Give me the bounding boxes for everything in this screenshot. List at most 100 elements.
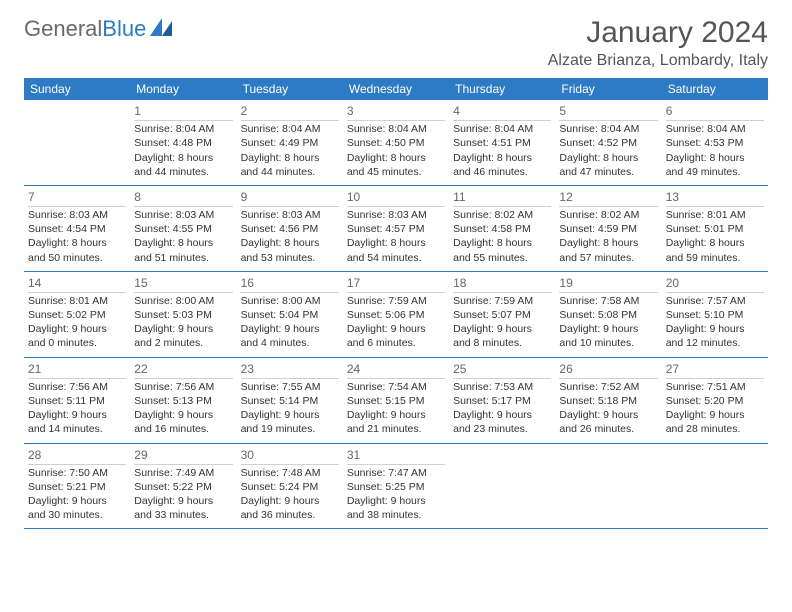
daylight-text: Daylight: 8 hours and 50 minutes. [28, 236, 126, 264]
week-row: 1Sunrise: 8:04 AMSunset: 4:48 PMDaylight… [24, 100, 768, 186]
sunset-text: Sunset: 5:24 PM [241, 480, 339, 494]
day-header: Saturday [662, 78, 768, 100]
sunrise-text: Sunrise: 7:53 AM [453, 380, 551, 394]
day-number: 31 [347, 447, 445, 465]
daylight-text: Daylight: 9 hours and 10 minutes. [559, 322, 657, 350]
day-cell: 26Sunrise: 7:52 AMSunset: 5:18 PMDayligh… [555, 358, 661, 443]
day-number: 22 [134, 361, 232, 379]
daylight-text: Daylight: 9 hours and 12 minutes. [666, 322, 764, 350]
daylight-text: Daylight: 9 hours and 30 minutes. [28, 494, 126, 522]
daylight-text: Daylight: 9 hours and 2 minutes. [134, 322, 232, 350]
day-cell [662, 444, 768, 529]
sunset-text: Sunset: 5:07 PM [453, 308, 551, 322]
day-header: Tuesday [237, 78, 343, 100]
sunset-text: Sunset: 4:57 PM [347, 222, 445, 236]
day-cell: 24Sunrise: 7:54 AMSunset: 5:15 PMDayligh… [343, 358, 449, 443]
day-cell: 18Sunrise: 7:59 AMSunset: 5:07 PMDayligh… [449, 272, 555, 357]
sunrise-text: Sunrise: 8:02 AM [453, 208, 551, 222]
day-cell: 4Sunrise: 8:04 AMSunset: 4:51 PMDaylight… [449, 100, 555, 185]
sunset-text: Sunset: 5:22 PM [134, 480, 232, 494]
sunset-text: Sunset: 4:51 PM [453, 136, 551, 150]
sunset-text: Sunset: 5:15 PM [347, 394, 445, 408]
day-cell: 10Sunrise: 8:03 AMSunset: 4:57 PMDayligh… [343, 186, 449, 271]
sunset-text: Sunset: 5:03 PM [134, 308, 232, 322]
sunset-text: Sunset: 5:10 PM [666, 308, 764, 322]
daylight-text: Daylight: 8 hours and 59 minutes. [666, 236, 764, 264]
day-cell: 6Sunrise: 8:04 AMSunset: 4:53 PMDaylight… [662, 100, 768, 185]
triangle-icon [150, 16, 176, 42]
sunrise-text: Sunrise: 7:47 AM [347, 466, 445, 480]
day-cell: 17Sunrise: 7:59 AMSunset: 5:06 PMDayligh… [343, 272, 449, 357]
day-header: Monday [130, 78, 236, 100]
day-number: 2 [241, 103, 339, 121]
day-cell: 23Sunrise: 7:55 AMSunset: 5:14 PMDayligh… [237, 358, 343, 443]
sunset-text: Sunset: 5:11 PM [28, 394, 126, 408]
day-cell: 14Sunrise: 8:01 AMSunset: 5:02 PMDayligh… [24, 272, 130, 357]
header: GeneralBlue January 2024 Alzate Brianza,… [24, 16, 768, 70]
daylight-text: Daylight: 8 hours and 51 minutes. [134, 236, 232, 264]
day-cell: 9Sunrise: 8:03 AMSunset: 4:56 PMDaylight… [237, 186, 343, 271]
day-number: 27 [666, 361, 764, 379]
daylight-text: Daylight: 9 hours and 23 minutes. [453, 408, 551, 436]
day-cell: 8Sunrise: 8:03 AMSunset: 4:55 PMDaylight… [130, 186, 236, 271]
sunrise-text: Sunrise: 7:50 AM [28, 466, 126, 480]
sunrise-text: Sunrise: 8:01 AM [666, 208, 764, 222]
day-number: 13 [666, 189, 764, 207]
day-cell: 3Sunrise: 8:04 AMSunset: 4:50 PMDaylight… [343, 100, 449, 185]
sunset-text: Sunset: 5:04 PM [241, 308, 339, 322]
day-number: 5 [559, 103, 657, 121]
daylight-text: Daylight: 8 hours and 46 minutes. [453, 151, 551, 179]
sunset-text: Sunset: 5:25 PM [347, 480, 445, 494]
daylight-text: Daylight: 9 hours and 21 minutes. [347, 408, 445, 436]
daylight-text: Daylight: 9 hours and 16 minutes. [134, 408, 232, 436]
sunrise-text: Sunrise: 8:00 AM [134, 294, 232, 308]
logo-text-gray: General [24, 16, 102, 42]
daylight-text: Daylight: 8 hours and 49 minutes. [666, 151, 764, 179]
sunrise-text: Sunrise: 8:04 AM [347, 122, 445, 136]
day-cell: 12Sunrise: 8:02 AMSunset: 4:59 PMDayligh… [555, 186, 661, 271]
sunrise-text: Sunrise: 7:54 AM [347, 380, 445, 394]
day-cell: 30Sunrise: 7:48 AMSunset: 5:24 PMDayligh… [237, 444, 343, 529]
sunset-text: Sunset: 4:54 PM [28, 222, 126, 236]
sunrise-text: Sunrise: 8:02 AM [559, 208, 657, 222]
sunset-text: Sunset: 4:55 PM [134, 222, 232, 236]
day-cell: 5Sunrise: 8:04 AMSunset: 4:52 PMDaylight… [555, 100, 661, 185]
sunrise-text: Sunrise: 8:03 AM [134, 208, 232, 222]
daylight-text: Daylight: 9 hours and 36 minutes. [241, 494, 339, 522]
day-cell: 16Sunrise: 8:00 AMSunset: 5:04 PMDayligh… [237, 272, 343, 357]
daylight-text: Daylight: 8 hours and 57 minutes. [559, 236, 657, 264]
sunrise-text: Sunrise: 8:04 AM [241, 122, 339, 136]
day-number: 12 [559, 189, 657, 207]
daylight-text: Daylight: 9 hours and 38 minutes. [347, 494, 445, 522]
week-row: 21Sunrise: 7:56 AMSunset: 5:11 PMDayligh… [24, 358, 768, 444]
sunrise-text: Sunrise: 8:04 AM [134, 122, 232, 136]
daylight-text: Daylight: 8 hours and 47 minutes. [559, 151, 657, 179]
sunrise-text: Sunrise: 7:56 AM [28, 380, 126, 394]
day-header: Thursday [449, 78, 555, 100]
day-cell: 11Sunrise: 8:02 AMSunset: 4:58 PMDayligh… [449, 186, 555, 271]
sunset-text: Sunset: 4:48 PM [134, 136, 232, 150]
day-number: 6 [666, 103, 764, 121]
day-number: 16 [241, 275, 339, 293]
day-number: 28 [28, 447, 126, 465]
sunrise-text: Sunrise: 8:04 AM [453, 122, 551, 136]
sunset-text: Sunset: 5:18 PM [559, 394, 657, 408]
day-header-row: Sunday Monday Tuesday Wednesday Thursday… [24, 78, 768, 100]
day-cell: 13Sunrise: 8:01 AMSunset: 5:01 PMDayligh… [662, 186, 768, 271]
week-row: 7Sunrise: 8:03 AMSunset: 4:54 PMDaylight… [24, 186, 768, 272]
day-number: 3 [347, 103, 445, 121]
daylight-text: Daylight: 8 hours and 53 minutes. [241, 236, 339, 264]
daylight-text: Daylight: 9 hours and 4 minutes. [241, 322, 339, 350]
day-cell: 1Sunrise: 8:04 AMSunset: 4:48 PMDaylight… [130, 100, 236, 185]
day-cell: 15Sunrise: 8:00 AMSunset: 5:03 PMDayligh… [130, 272, 236, 357]
logo-text-blue: Blue [102, 16, 146, 42]
day-number: 14 [28, 275, 126, 293]
sunrise-text: Sunrise: 7:48 AM [241, 466, 339, 480]
day-cell: 31Sunrise: 7:47 AMSunset: 5:25 PMDayligh… [343, 444, 449, 529]
logo: GeneralBlue [24, 16, 176, 42]
day-number: 26 [559, 361, 657, 379]
day-cell: 25Sunrise: 7:53 AMSunset: 5:17 PMDayligh… [449, 358, 555, 443]
day-cell: 29Sunrise: 7:49 AMSunset: 5:22 PMDayligh… [130, 444, 236, 529]
day-number: 17 [347, 275, 445, 293]
day-number: 19 [559, 275, 657, 293]
